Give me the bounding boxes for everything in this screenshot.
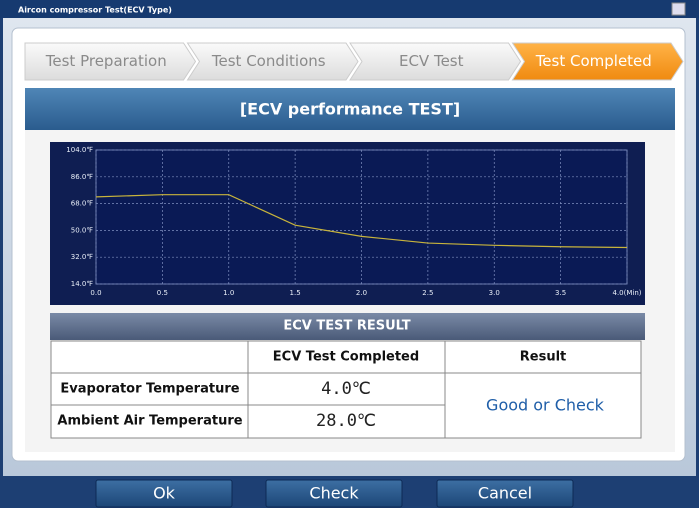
button-label[interactable]: Check xyxy=(309,484,359,503)
x-tick-label: 2.0 xyxy=(356,289,367,297)
x-tick-label: 1.0 xyxy=(223,289,234,297)
step-label: Test Completed xyxy=(535,52,652,70)
y-tick-label: 32.0℉ xyxy=(71,253,94,261)
button[interactable] xyxy=(436,479,574,508)
column-header: ECV Test Completed xyxy=(273,350,419,365)
column-header: Result xyxy=(520,350,567,365)
x-tick-label: 0.0 xyxy=(90,289,101,297)
button-label[interactable]: Ok xyxy=(153,484,176,503)
panel-header xyxy=(25,88,675,130)
x-tick-label: 2.5 xyxy=(422,289,433,297)
cell-value: 28.0℃ xyxy=(316,411,376,431)
result-table xyxy=(50,340,642,439)
button[interactable] xyxy=(95,479,233,508)
plot-area xyxy=(95,149,628,285)
y-tick-label: 68.0℉ xyxy=(71,200,94,208)
window-title: Aircon compressor Test(ECV Type) xyxy=(18,6,172,15)
step-arrow xyxy=(511,42,684,81)
cell-value: 4.0℃ xyxy=(321,379,371,399)
title-bar xyxy=(0,0,699,18)
result-header xyxy=(50,313,645,340)
y-tick-label: 14.0℉ xyxy=(71,280,94,288)
close-button[interactable] xyxy=(671,2,686,16)
x-tick-label: 0.5 xyxy=(157,289,168,297)
button[interactable] xyxy=(265,479,403,508)
step-arrow xyxy=(186,42,359,81)
step-arrow xyxy=(24,42,197,81)
y-tick-label: 50.0℉ xyxy=(71,226,94,234)
step-label: Test Conditions xyxy=(211,52,326,70)
x-tick-label: 4.0(Min) xyxy=(612,289,641,297)
step-label: ECV Test xyxy=(399,52,464,70)
step-arrow xyxy=(349,42,522,81)
result-title: ECV TEST RESULT xyxy=(283,319,410,334)
y-tick-label: 104.0℉ xyxy=(66,146,93,154)
row-label: Ambient Air Temperature xyxy=(57,414,242,429)
panel-title: [ECV performance TEST] xyxy=(240,100,460,119)
row-label: Evaporator Temperature xyxy=(60,382,239,397)
x-tick-label: 1.5 xyxy=(290,289,301,297)
y-tick-label: 86.0℉ xyxy=(71,173,94,181)
verdict: Good or Check xyxy=(486,396,605,415)
button-label[interactable]: Cancel xyxy=(478,484,532,503)
data-line xyxy=(95,194,628,249)
step-label: Test Preparation xyxy=(45,52,167,70)
x-tick-label: 3.0 xyxy=(489,289,500,297)
x-tick-label: 3.5 xyxy=(555,289,566,297)
